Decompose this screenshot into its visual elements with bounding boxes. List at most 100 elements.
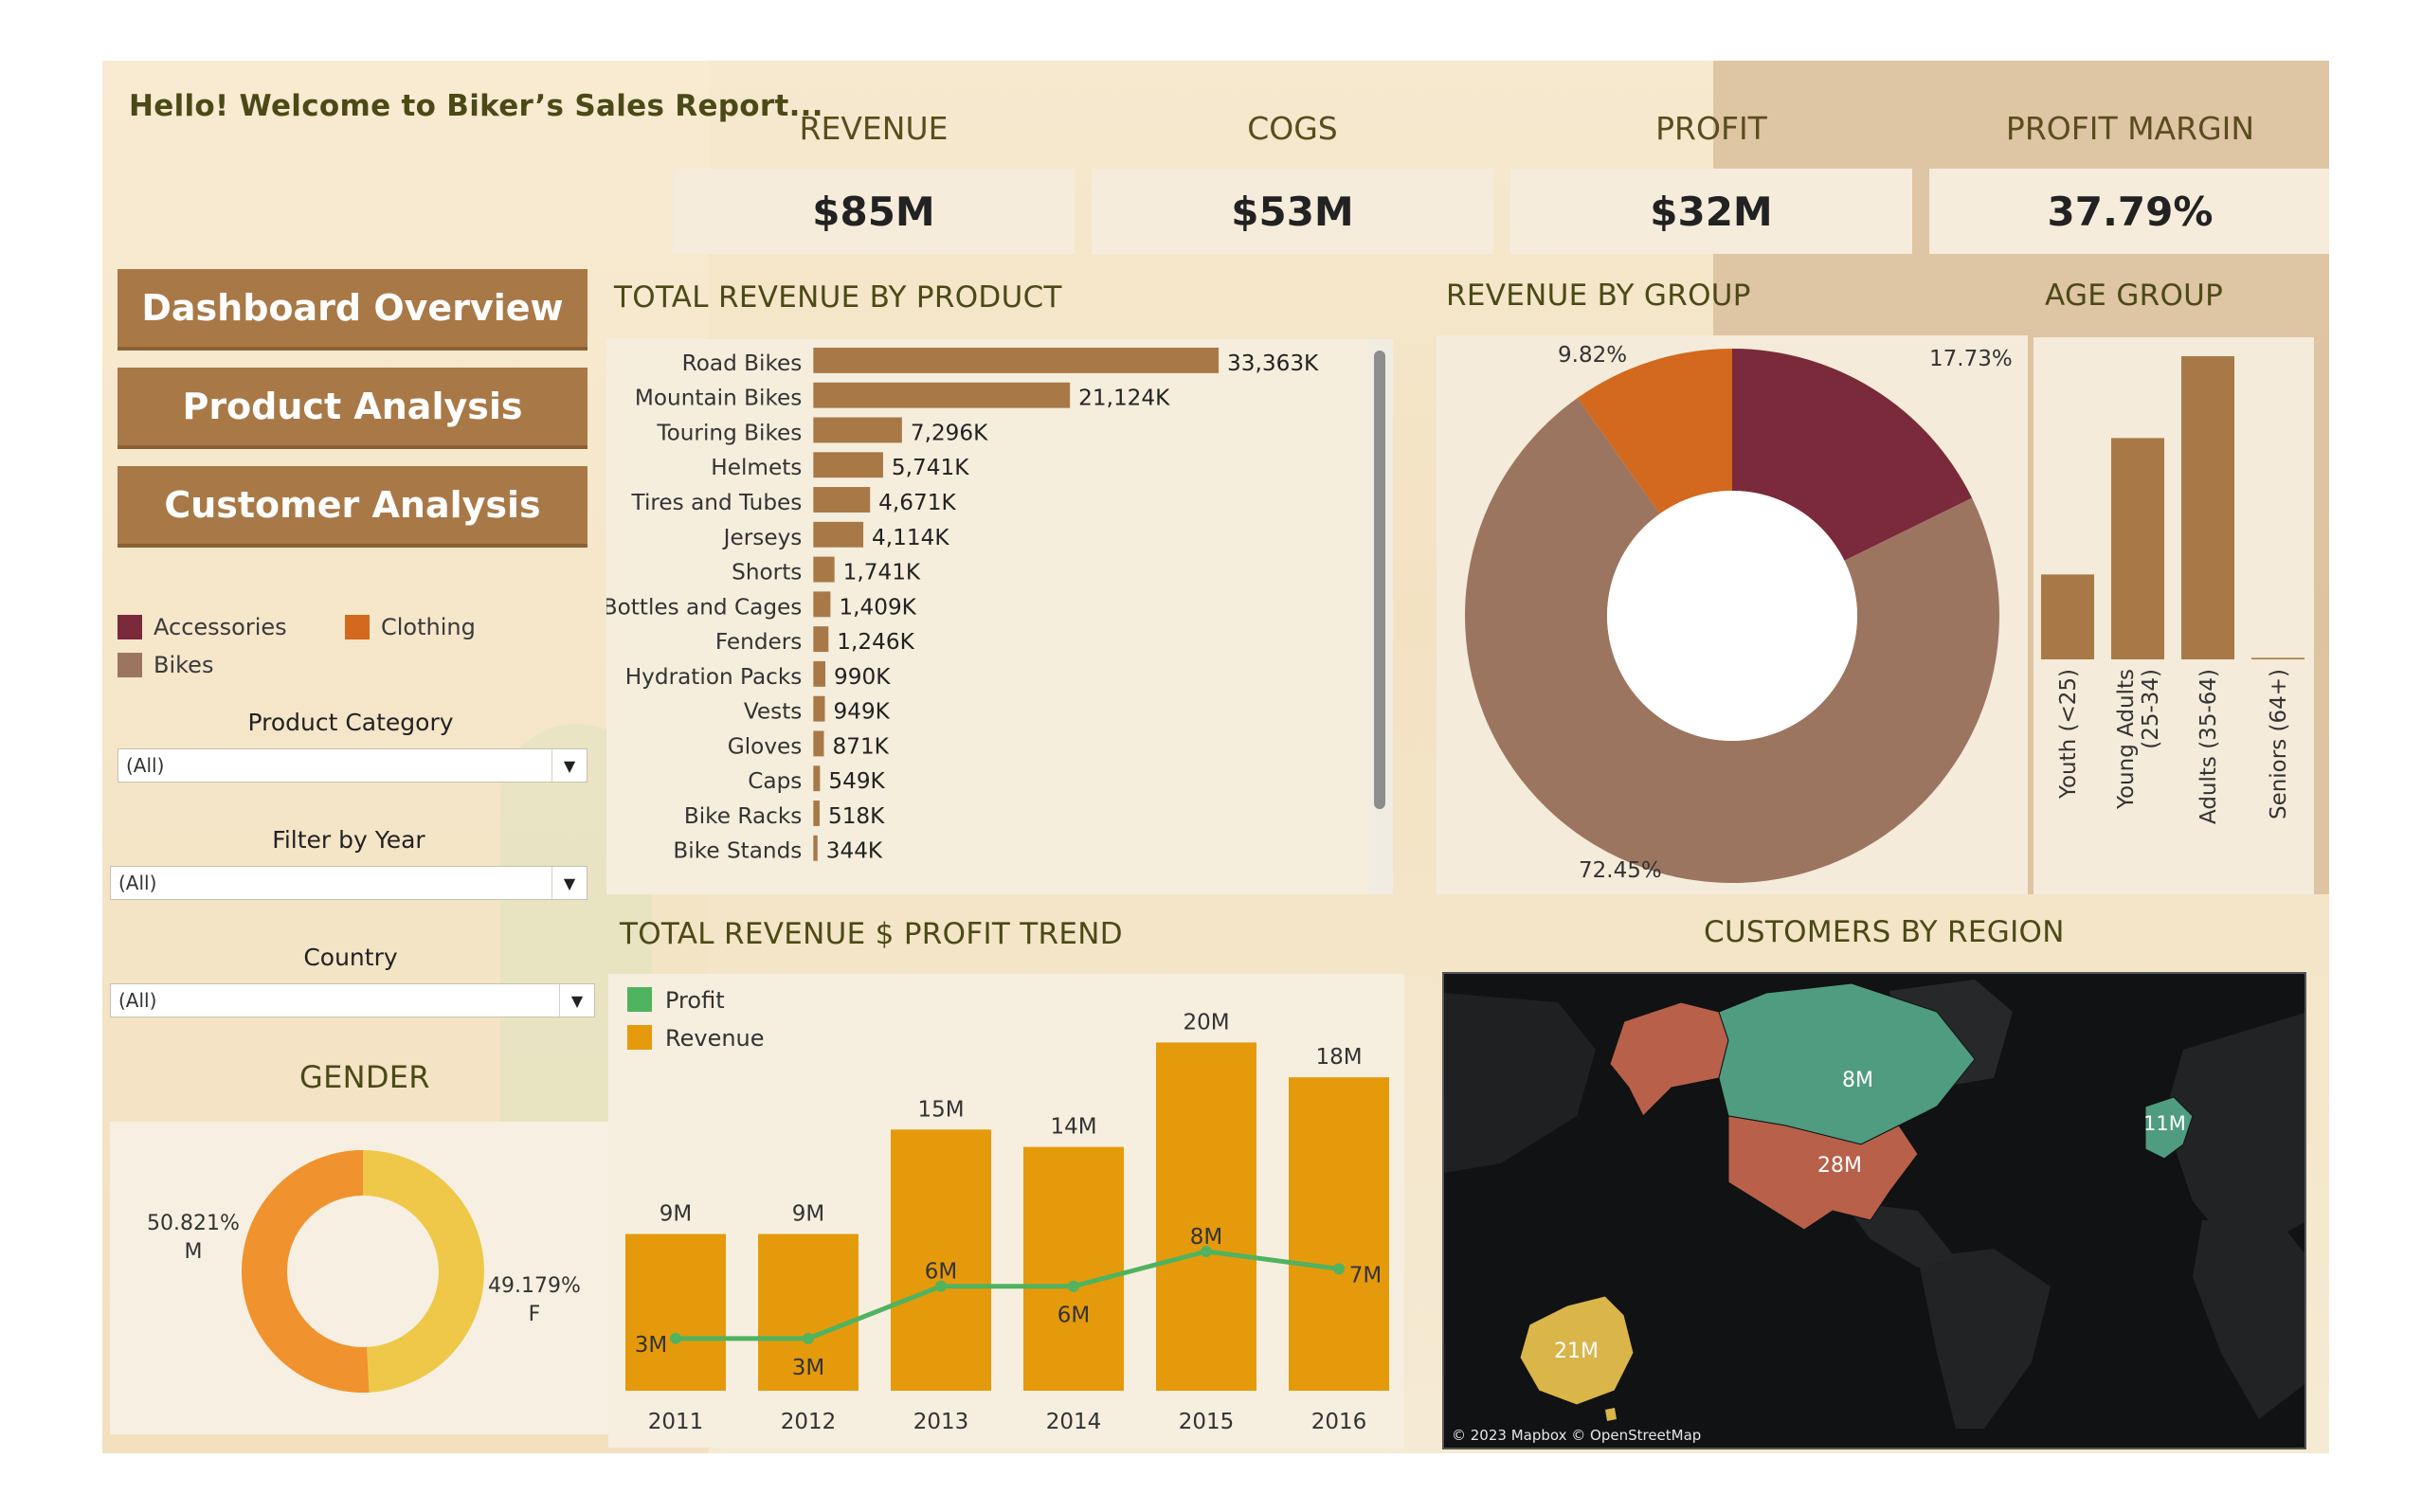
profit-point: [1201, 1245, 1212, 1257]
product-revenue-bar: [813, 695, 825, 722]
profit-value-label: 7M: [1349, 1263, 1382, 1287]
chevron-down-icon[interactable]: ▼: [559, 984, 594, 1017]
revenue-bar: [1156, 1042, 1256, 1391]
scrollbar-thumb[interactable]: [1374, 351, 1385, 809]
year-tick-label: 2016: [1311, 1410, 1367, 1434]
filter-year-label: Filter by Year: [272, 826, 425, 854]
country-value: (All): [118, 989, 157, 1012]
customer-analysis-button[interactable]: Customer Analysis: [117, 466, 587, 548]
gender-heading: GENDER: [299, 1059, 430, 1095]
product-category-label: Tires and Tubes: [631, 490, 803, 515]
product-revenue-value-label: 871K: [832, 733, 889, 759]
kpi-margin-value: 37.79%: [1929, 169, 2329, 254]
tasmania-shape: [1605, 1408, 1617, 1421]
gender-donut-chart: 50.821% M 49.179% F: [147, 1150, 581, 1393]
europe-region[interactable]: [2144, 1096, 2194, 1160]
age-group-bar-chart: Youth (<25) Young Adults (25-34) Adults (35…: [2041, 356, 2305, 824]
gender-female-pct-label: 49.179%: [488, 1274, 581, 1298]
asia-shape: [1444, 993, 1596, 1173]
trend-panel: Profit Revenue 9M 2011 9M 2012 15M 2013 14M 2014 2…: [608, 974, 1404, 1448]
dashboard-overview-button[interactable]: Dashboard Overview: [117, 269, 587, 351]
product-revenue-value-label: 344K: [826, 838, 883, 864]
country-dropdown[interactable]: (All) ▼: [110, 983, 595, 1017]
chevron-down-icon[interactable]: ▼: [551, 749, 587, 782]
map-attribution[interactable]: © 2023 Mapbox © OpenStreetMap: [1452, 1427, 1702, 1444]
legend-accessories-swatch: [117, 615, 142, 639]
product-revenue-bar: [813, 556, 835, 583]
product-revenue-bar: [813, 521, 864, 548]
age-group-tick-label: Seniors (64+): [2267, 669, 2291, 819]
year-tick-label: 2011: [648, 1410, 704, 1434]
year-tick-label: 2012: [781, 1410, 837, 1434]
product-category-label: Bike Stands: [673, 838, 802, 864]
product-revenue-bar: [813, 591, 831, 618]
product-revenue-value-label: 4,671K: [878, 490, 956, 515]
product-category-label: Gloves: [728, 733, 803, 759]
eurasia-right-shape: [2164, 1013, 2305, 1258]
legend-profit-label: Profit: [665, 987, 725, 1014]
product-revenue-bar: [813, 801, 820, 826]
product-category-label: Touring Bikes: [656, 420, 802, 445]
profit-line: [676, 1249, 1340, 1341]
legend-bikes[interactable]: Bikes: [117, 652, 213, 678]
gender-male-pct-label: 50.821%: [147, 1212, 240, 1235]
product-category-label: Bottles and Cages: [606, 594, 802, 620]
kpi-revenue-value: $85M: [673, 169, 1075, 254]
product-analysis-button[interactable]: Product Analysis: [117, 368, 587, 449]
age-group-panel: Youth (<25) Young Adults (25-34) Adults (35…: [2033, 337, 2314, 894]
product-revenue-bar: [813, 765, 821, 792]
profit-value-label: 8M: [1190, 1225, 1222, 1250]
revenue-value-label: 14M: [1050, 1115, 1096, 1140]
legend-revenue-label: Revenue: [665, 1025, 765, 1052]
revenue-bar: [625, 1233, 726, 1391]
product-revenue-value-label: 21,124K: [1078, 386, 1170, 411]
clothing-slice: [1577, 349, 1732, 514]
united-states-region[interactable]: [1727, 1115, 1919, 1231]
profit-value-label: 6M: [925, 1260, 957, 1285]
product-revenue-bar: [813, 730, 824, 757]
year-tick-label: 2015: [1179, 1410, 1235, 1434]
legend-accessories[interactable]: Accessories: [117, 614, 287, 640]
product-revenue-value-label: 4,114K: [872, 525, 949, 550]
product-category-label: Jerseys: [722, 525, 803, 550]
age-group-tick-label: Youth (<25): [2056, 669, 2081, 800]
product-category-label: Shorts: [732, 560, 802, 585]
product-revenue-value-label: 549K: [828, 768, 885, 794]
region-heading: CUSTOMERS BY REGION: [1704, 915, 2065, 949]
product-revenue-value-label: 1,741K: [843, 560, 921, 585]
legend-clothing-swatch: [345, 615, 370, 639]
legend-clothing[interactable]: Clothing: [345, 614, 476, 640]
kpi-cogs-label: COGS: [1247, 110, 1338, 147]
accessories-slice: [1732, 349, 1973, 561]
product-category-label: Vests: [744, 699, 803, 725]
clothing-pct-label: 9.82%: [1558, 343, 1627, 368]
canada-value-label: 8M: [1842, 1069, 1873, 1092]
product-revenue-panel: Road Bikes 33,363K Mountain Bikes 21,124K To…: [606, 339, 1393, 894]
alaska-region[interactable]: [1609, 1001, 1729, 1117]
bikes-slice: [1465, 397, 1999, 883]
product-revenue-bar: [813, 417, 902, 443]
product-category-label: Road Bikes: [682, 351, 803, 376]
legend-revenue-swatch: [627, 1025, 652, 1050]
revenue-group-donut-chart: 17.73% 72.45% 9.82%: [1465, 343, 2013, 883]
revenue-bar: [891, 1129, 991, 1391]
revenue-bar: [1289, 1077, 1389, 1391]
profit-point: [935, 1280, 947, 1292]
legend-bikes-label: Bikes: [154, 652, 214, 678]
europe-value-label: 11M: [2143, 1112, 2186, 1135]
filter-year-dropdown[interactable]: (All) ▼: [110, 866, 587, 900]
product-revenue-bar-chart: Road Bikes 33,363K Mountain Bikes 21,124K To…: [606, 347, 1319, 864]
product-revenue-bar: [813, 487, 871, 513]
age-group-bar: [2041, 574, 2094, 659]
revenue-value-label: 18M: [1315, 1045, 1362, 1070]
product-category-dropdown[interactable]: (All) ▼: [117, 748, 587, 783]
age-group-bar: [2251, 657, 2305, 659]
product-category-label: Hydration Packs: [625, 664, 803, 690]
product-category-label: Caps: [748, 768, 802, 794]
australia-region[interactable]: [1519, 1295, 1635, 1406]
customers-region-map[interactable]: 8M 28M 11M 21M © 2023 Mapbox © OpenStree…: [1442, 972, 2306, 1449]
revenue-value-label: 20M: [1183, 1010, 1229, 1035]
chevron-down-icon[interactable]: ▼: [551, 867, 587, 899]
revenue-bar: [758, 1233, 859, 1391]
legend-bikes-swatch: [117, 653, 142, 677]
